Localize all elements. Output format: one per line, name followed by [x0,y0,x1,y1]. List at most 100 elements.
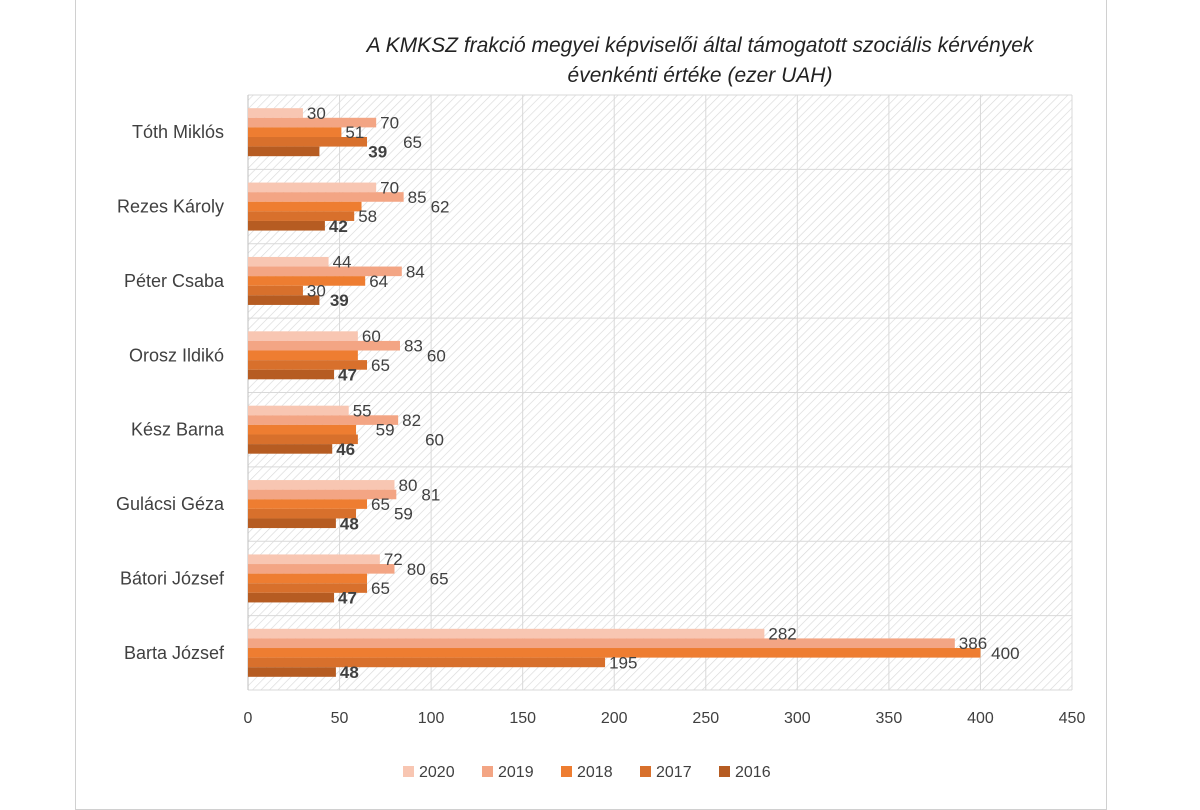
legend-swatch-2020 [403,766,414,777]
data-label-2016: 39 [368,142,387,161]
bar-2017 [248,285,303,296]
bar-2016 [248,592,335,603]
bar-2016 [248,146,320,157]
data-label-2018: 59 [376,421,395,440]
bar-2019 [248,564,395,574]
data-label-2019: 83 [404,337,423,356]
category-label: Bátori József [120,568,225,588]
bar-2020 [248,256,329,267]
legend-label-2017: 2017 [656,764,692,781]
x-tick-label: 300 [784,710,811,727]
data-label-2020: 55 [353,401,372,420]
legend-swatch-2018 [561,766,572,777]
chart-title-line-1: A KMKSZ frakció megyei képviselői által … [365,34,1035,57]
bar-2018 [248,127,342,137]
category-label: Barta József [124,643,225,663]
data-label-2017: 65 [371,356,390,375]
data-label-2019: 82 [402,411,421,430]
bar-2019 [248,415,399,425]
data-label-2020: 44 [333,253,352,272]
bar-2019 [248,489,397,500]
x-tick-label: 200 [601,710,628,727]
bar-2016 [248,369,335,380]
legend-label-2016: 2016 [735,764,771,781]
data-label-2020: 70 [380,178,399,197]
data-label-2020: 72 [384,550,403,569]
bar-2019 [248,638,955,649]
data-label-2017: 30 [307,282,326,301]
bar-2020 [248,405,349,416]
legend-swatch-2019 [482,766,493,777]
chart-title-line-2: évenkénti értéke (ezer UAH) [568,64,833,87]
bar-2020 [248,480,395,490]
data-label-2017: 60 [425,430,444,449]
bar-2019 [248,192,404,202]
category-label: Tóth Miklós [132,122,224,142]
legend-swatch-2017 [640,766,651,777]
legend-label-2020: 2020 [419,764,455,781]
bar-2017 [248,508,357,519]
bar-2016 [248,667,336,677]
bar-2018 [248,276,366,286]
data-label-2017: 59 [394,505,413,524]
x-tick-label: 250 [692,710,719,727]
bar-2019 [248,266,402,277]
bar-2019 [248,117,377,128]
data-label-2016: 47 [338,366,357,385]
data-label-2019: 70 [380,114,399,133]
bar-2018 [248,648,981,658]
bar-2020 [248,108,303,118]
bar-2017 [248,136,368,147]
category-label: Péter Csaba [124,271,225,291]
bar-2016 [248,295,320,305]
data-label-2016: 47 [338,589,357,608]
data-label-2020: 80 [398,476,417,495]
legend-label-2019: 2019 [498,764,534,781]
data-label-2018: 400 [991,644,1019,663]
data-label-2018: 65 [430,569,449,588]
x-tick-label: 50 [331,710,349,727]
x-tick-label: 100 [418,710,445,727]
data-label-2016: 42 [329,217,348,236]
bar-2020 [248,554,380,565]
category-label: Kész Barna [131,420,225,440]
bar-2017 [248,360,368,370]
bar-2018 [248,424,357,435]
x-tick-label: 450 [1059,710,1086,727]
bar-2020 [248,182,377,193]
data-label-2019: 386 [959,634,987,653]
x-tick-label: 0 [244,710,253,727]
data-label-2018: 60 [427,346,446,365]
data-label-2020: 60 [362,327,381,346]
data-label-2020: 30 [307,104,326,123]
data-label-2017: 58 [358,207,377,226]
category-label: Rezes Károly [117,197,224,217]
bar-2016 [248,220,325,231]
data-label-2016: 46 [336,440,355,459]
bar-2017 [248,583,368,593]
bar-2017 [248,434,358,445]
category-label: Orosz Ildikó [129,345,224,365]
bar-2017 [248,211,355,221]
x-tick-label: 400 [967,710,994,727]
bar-2020 [248,628,765,639]
data-label-2016: 48 [340,514,359,533]
data-label-2019: 80 [407,560,426,579]
data-label-2020: 282 [768,625,796,644]
bar-2017 [248,657,606,668]
data-label-2019: 85 [408,188,427,207]
bar-2019 [248,340,400,351]
x-tick-label: 150 [509,710,536,727]
data-label-2018: 64 [369,272,388,291]
legend-swatch-2016 [719,766,730,777]
data-label-2019: 84 [406,262,425,281]
bar-2020 [248,331,358,341]
data-label-2018: 65 [371,495,390,514]
data-label-2016: 39 [330,291,349,310]
legend-label-2018: 2018 [577,764,613,781]
bar-2018 [248,201,362,212]
data-label-2017: 195 [609,653,637,672]
bar-2016 [248,444,333,454]
data-label-2017: 65 [403,133,422,152]
